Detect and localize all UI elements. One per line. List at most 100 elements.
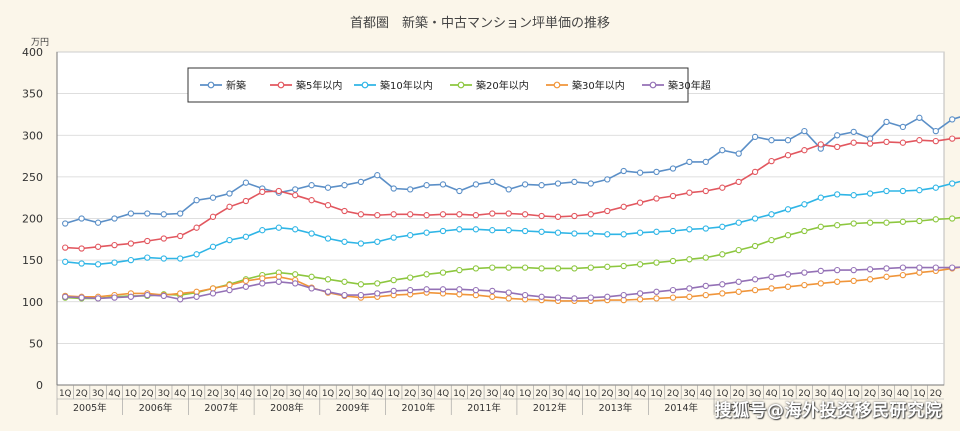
data-point — [177, 290, 184, 297]
data-point — [324, 276, 332, 283]
year-label: 2012年 — [533, 402, 567, 414]
data-point — [538, 228, 545, 235]
data-point — [768, 211, 775, 218]
data-point — [751, 168, 759, 176]
data-point — [160, 292, 167, 300]
data-point — [423, 229, 430, 236]
data-point — [751, 276, 759, 283]
data-point — [604, 231, 611, 238]
data-point — [341, 291, 348, 299]
data-point — [538, 293, 545, 300]
quarter-label: 1Q — [585, 389, 597, 399]
data-point — [735, 178, 742, 186]
data-point — [571, 212, 578, 220]
data-point — [669, 257, 677, 265]
data-point — [357, 281, 365, 288]
data-point — [850, 266, 857, 274]
data-point — [801, 147, 808, 154]
data-point — [489, 210, 496, 217]
legend-label: 築10年以内 — [380, 79, 433, 92]
data-point — [768, 137, 775, 144]
data-point — [653, 288, 660, 295]
data-point — [866, 140, 874, 147]
data-point — [357, 291, 365, 299]
data-point — [620, 167, 627, 175]
quarter-label: 2Q — [470, 389, 482, 399]
data-point — [932, 264, 939, 271]
quarter-label: 3Q — [92, 389, 104, 399]
data-point — [62, 293, 69, 300]
data-point — [834, 132, 841, 139]
data-point — [719, 251, 726, 258]
data-point — [817, 280, 824, 287]
y-tick-label: 150 — [22, 254, 43, 267]
data-point — [324, 288, 332, 295]
data-point — [587, 264, 594, 271]
data-point — [78, 215, 85, 222]
quarter-label: 2Q — [733, 389, 745, 399]
legend-label: 築20年以内 — [476, 79, 529, 92]
data-point — [768, 273, 775, 280]
data-point — [242, 197, 250, 205]
data-point — [456, 286, 463, 293]
data-point — [686, 293, 693, 300]
data-point — [538, 182, 545, 189]
quarter-label: 2Q — [141, 389, 153, 399]
data-point — [932, 216, 939, 223]
data-point — [801, 127, 808, 135]
data-point — [226, 286, 233, 294]
data-point — [472, 181, 480, 188]
data-point — [111, 259, 118, 266]
data-point — [636, 296, 644, 303]
data-point — [735, 219, 742, 226]
y-tick-label: 400 — [22, 46, 43, 59]
data-point — [719, 147, 726, 154]
data-point — [308, 285, 315, 292]
data-point — [62, 258, 69, 265]
quarter-label: 2Q — [207, 389, 219, 399]
quarter-label: 4Q — [240, 389, 252, 399]
data-point — [751, 133, 759, 141]
data-point — [489, 293, 496, 300]
legend-label: 築5年以内 — [296, 79, 342, 92]
quarter-label: 3Q — [880, 389, 892, 399]
legend: 新築 築5年以内 築10年以内 築20年以内 築30年以内 築30年超 — [187, 67, 711, 103]
data-point — [439, 269, 447, 276]
data-point — [209, 213, 217, 220]
quarter-label: 3Q — [289, 389, 301, 399]
data-point — [686, 285, 693, 292]
data-point — [521, 291, 529, 299]
data-point — [784, 283, 792, 290]
data-point — [144, 210, 151, 217]
year-label: 2007年 — [204, 402, 238, 414]
quarter-label: 4Q — [831, 389, 843, 399]
data-point — [521, 227, 529, 235]
data-point — [275, 273, 282, 280]
data-point — [423, 212, 430, 219]
quarter-label: 3Q — [158, 389, 170, 399]
legend-label: 築30年超 — [668, 79, 711, 92]
data-point — [423, 182, 430, 189]
data-point — [949, 116, 956, 123]
data-point — [883, 273, 890, 280]
data-point — [521, 264, 529, 271]
data-point — [768, 236, 775, 244]
data-point — [932, 127, 939, 135]
data-point — [653, 295, 660, 302]
data-point — [686, 158, 693, 166]
series-2 — [62, 135, 960, 252]
data-point — [275, 278, 282, 285]
data-point — [505, 264, 512, 271]
data-point — [407, 232, 414, 239]
quarter-label: 3Q — [815, 389, 827, 399]
data-point — [620, 291, 627, 299]
year-label: 2013年 — [599, 402, 633, 414]
data-point — [866, 190, 874, 197]
data-point — [308, 197, 315, 204]
quarter-label: 3Q — [683, 389, 695, 399]
data-point — [226, 203, 233, 210]
data-point — [784, 271, 792, 278]
data-point — [784, 232, 792, 239]
data-point — [801, 281, 808, 289]
data-point — [209, 285, 217, 292]
